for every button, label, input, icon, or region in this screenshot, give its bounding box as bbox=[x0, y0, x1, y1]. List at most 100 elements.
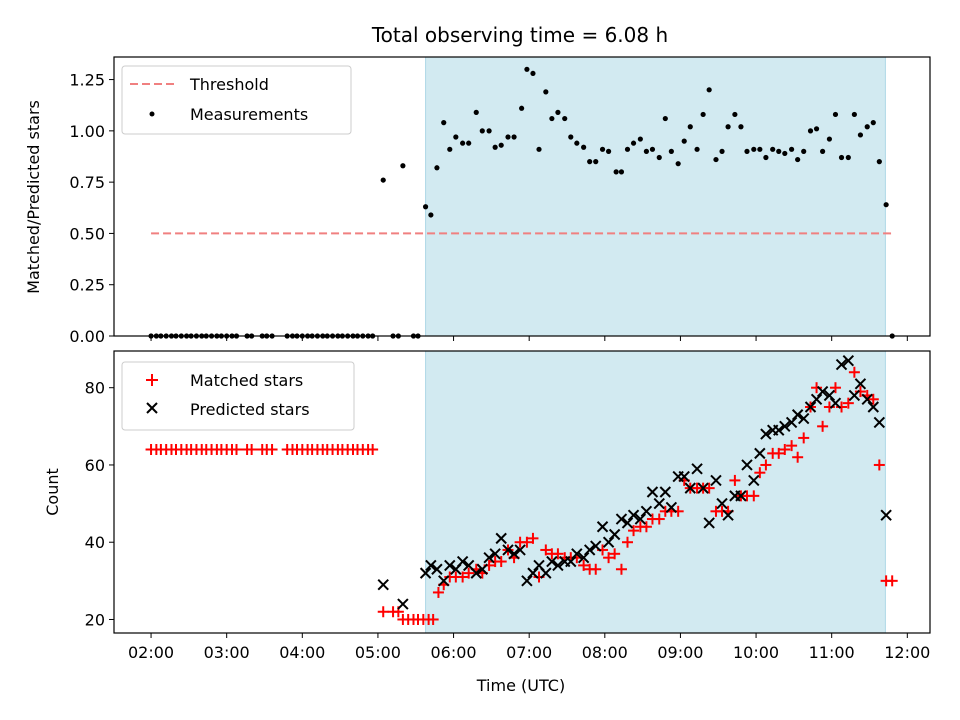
matched-star-point bbox=[823, 401, 835, 413]
matched-star-point bbox=[792, 451, 804, 463]
predicted-star-stroke bbox=[773, 424, 785, 436]
predicted-star-stroke bbox=[710, 474, 722, 487]
legend-matched-swatch bbox=[146, 374, 158, 386]
measurement-point bbox=[719, 148, 725, 154]
measurement-point bbox=[732, 111, 738, 118]
predicted-star-stroke bbox=[377, 579, 389, 591]
matched-star-point bbox=[798, 432, 810, 444]
x-tick-label: 10:00 bbox=[733, 643, 779, 662]
legend-measurements-swatch bbox=[149, 111, 155, 117]
x-tick-label: 11:00 bbox=[809, 643, 855, 662]
predicted-star-point bbox=[483, 551, 495, 564]
predicted-star-stroke bbox=[716, 497, 728, 510]
predicted-star-stroke bbox=[602, 536, 615, 548]
measurement-point bbox=[649, 146, 656, 152]
predicted-star-stroke bbox=[546, 555, 558, 568]
predicted-star-stroke bbox=[540, 567, 552, 579]
predicted-star-point bbox=[514, 544, 526, 556]
observing-window bbox=[425, 56, 886, 337]
measurement-point bbox=[813, 126, 820, 132]
measurement-point bbox=[599, 146, 606, 152]
bottom-x-axis: 02:00 03:00 04:00 05:00 06:00 07:00 08:00 09:00… bbox=[128, 633, 930, 662]
matched-star-point bbox=[811, 382, 823, 394]
measurement-point bbox=[605, 148, 612, 154]
predicted-star-point bbox=[653, 497, 665, 510]
measurement-point bbox=[782, 150, 788, 157]
predicted-star-point bbox=[521, 575, 533, 587]
y-tick-label: 60 bbox=[85, 456, 105, 475]
predicted-star-point bbox=[848, 389, 861, 402]
predicted-star-stroke bbox=[596, 521, 609, 533]
measurement-point bbox=[593, 159, 599, 165]
predicted-star-point bbox=[546, 555, 558, 568]
measurement-point bbox=[568, 134, 574, 140]
predicted-star-stroke bbox=[684, 482, 696, 494]
y-tick-label: 80 bbox=[85, 379, 105, 398]
predicted-star-point bbox=[842, 354, 855, 367]
measurement-point bbox=[776, 148, 782, 154]
legend-threshold-label: Threshold bbox=[189, 75, 269, 94]
y-tick-label: 1.25 bbox=[69, 71, 105, 90]
matched-star-point bbox=[779, 444, 791, 456]
top-plot-frame bbox=[113, 56, 931, 337]
measurement-point bbox=[581, 144, 587, 150]
predicted-star-point bbox=[470, 567, 482, 579]
predicted-star-point bbox=[565, 555, 577, 568]
predicted-star-stroke bbox=[590, 540, 602, 552]
measurement-point bbox=[738, 124, 744, 130]
measurement-point bbox=[770, 146, 776, 152]
measurement-point bbox=[613, 169, 619, 175]
predicted-star-stroke bbox=[552, 559, 564, 572]
predicted-star-point bbox=[659, 486, 672, 498]
matched-star-point bbox=[527, 532, 539, 544]
measurement-point bbox=[857, 132, 864, 138]
predicted-star-stroke bbox=[748, 474, 760, 487]
predicted-star-stroke bbox=[444, 559, 456, 572]
bottom-legend: Matched stars Predicted stars bbox=[121, 361, 355, 431]
matched-star-point bbox=[495, 556, 507, 568]
predicted-star-point bbox=[456, 555, 469, 568]
predicted-star-stroke bbox=[621, 517, 634, 529]
legend-matched-label: Matched stars bbox=[190, 371, 303, 390]
predicted-star-stroke bbox=[810, 393, 823, 405]
measurement-point bbox=[618, 169, 625, 175]
measurement-point bbox=[700, 111, 706, 118]
matched-star-point bbox=[427, 613, 439, 625]
predicted-star-point bbox=[797, 412, 810, 425]
measurement-point bbox=[675, 161, 681, 167]
y-tick-label: 0.50 bbox=[69, 224, 105, 243]
predicted-star-stroke bbox=[861, 393, 873, 405]
measurement-point bbox=[574, 140, 580, 146]
top-panel: 0.00 0.25 0.50 0.75 1.00 1.25 Matched/Predict… bbox=[24, 56, 931, 346]
matched-stars-points bbox=[145, 366, 898, 625]
matched-star-point bbox=[786, 440, 798, 452]
x-axis-label: Time (UTC) bbox=[476, 676, 565, 695]
measurement-point bbox=[870, 120, 876, 126]
predicted-star-stroke bbox=[659, 486, 672, 498]
predicted-star-point bbox=[646, 486, 659, 498]
matched-star-point bbox=[703, 482, 715, 494]
measurement-point bbox=[883, 202, 889, 208]
predicted-star-stroke bbox=[797, 412, 810, 425]
predicted-star-stroke bbox=[462, 559, 475, 572]
predicted-star-point bbox=[823, 389, 836, 402]
measurement-point bbox=[624, 146, 631, 152]
predicted-star-stroke bbox=[816, 385, 829, 398]
chart-title: Total observing time = 6.08 h bbox=[371, 23, 668, 47]
predicted-star-point bbox=[602, 536, 615, 548]
top-x-ticks bbox=[150, 336, 908, 341]
predicted-star-point bbox=[495, 532, 507, 545]
measurement-point bbox=[498, 142, 504, 148]
predicted-star-point bbox=[571, 548, 583, 560]
x-tick-label: 09:00 bbox=[657, 643, 703, 662]
predicted-star-stroke bbox=[842, 354, 855, 367]
observing-window bbox=[425, 350, 886, 634]
bottom-y-axis-label: Count bbox=[43, 468, 62, 516]
predicted-star-point bbox=[710, 474, 722, 487]
predicted-star-stroke bbox=[397, 598, 409, 610]
measurement-point bbox=[668, 148, 674, 154]
predicted-star-stroke bbox=[476, 563, 489, 575]
predicted-star-stroke bbox=[425, 559, 437, 572]
predicted-star-stroke bbox=[823, 389, 836, 402]
